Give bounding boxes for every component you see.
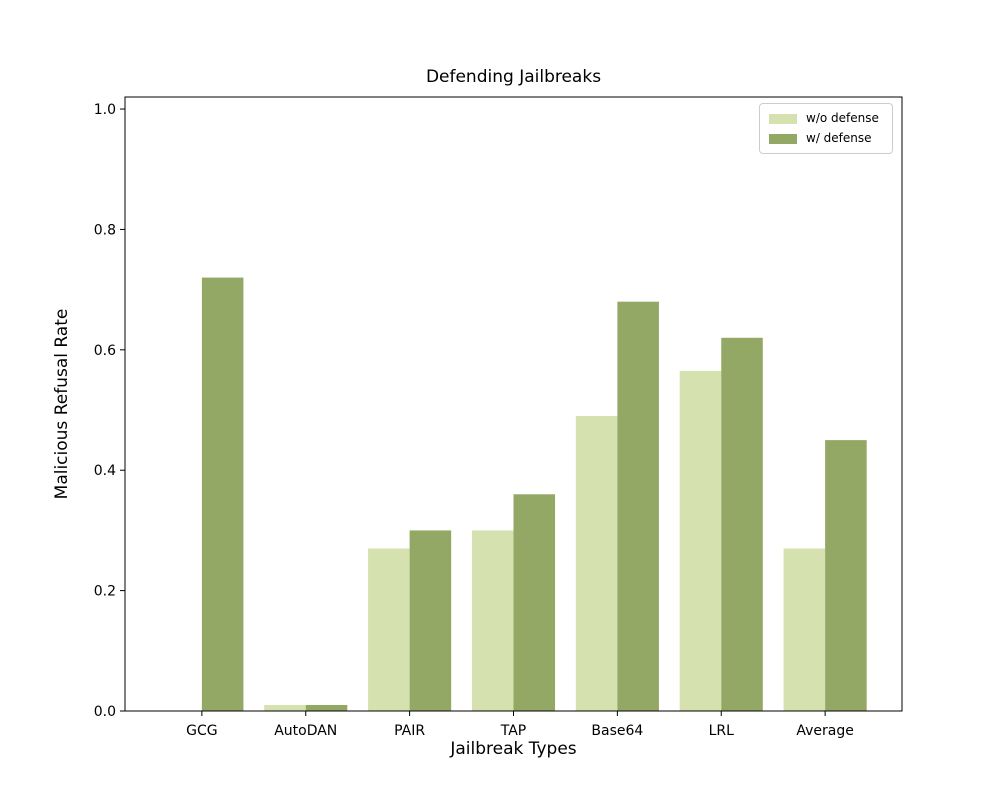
bar-pair-w-o-defense [368, 548, 410, 711]
bar-autodan-w-defense [305, 704, 348, 711]
y-axis-label: Malicious Refusal Rate [52, 308, 72, 500]
bar-autodan-w-o-defense [264, 704, 306, 711]
x-tick-label-lrl: LRL [709, 723, 735, 739]
y-tick-label: 0.8 [94, 222, 116, 238]
x-tick-label-average: Average [796, 723, 854, 739]
x-tick-label-gcg: GCG [186, 723, 217, 739]
y-tick-label: 0.4 [94, 463, 116, 479]
bar-lrl-w-defense [721, 337, 763, 711]
x-tick-label-autodan: AutoDAN [274, 723, 337, 739]
legend-label-w-defense: w/ defense [806, 131, 872, 145]
bar-tap-w-o-defense [471, 530, 514, 711]
bar-pair-w-defense [409, 530, 452, 711]
legend-item-w-defense: w/ defense [769, 131, 883, 146]
bar-average-w-o-defense [783, 548, 826, 711]
y-tick-label: 0.0 [94, 704, 116, 720]
chart-title: Defending Jailbreaks [425, 67, 602, 87]
legend-swatch-w-o-defense [769, 113, 797, 124]
y-tick-label: 0.2 [94, 584, 116, 600]
legend-label-w-o-defense: w/o defense [806, 111, 879, 125]
bar-base64-w-o-defense [575, 416, 618, 711]
bar-lrl-w-o-defense [679, 370, 722, 711]
legend-swatch-w-defense [769, 133, 797, 144]
y-tick-label: 1.0 [94, 102, 116, 118]
bar-tap-w-defense [513, 494, 556, 711]
x-tick-label-pair: PAIR [394, 723, 425, 739]
x-tick-label-base64: Base64 [591, 723, 643, 739]
x-tick-label-tap: TAP [500, 723, 526, 739]
bar-base64-w-defense [617, 301, 659, 711]
bar-gcg-w-defense [201, 277, 244, 711]
x-axis-label: Jailbreak Types [450, 739, 577, 759]
legend-item-w-o-defense: w/o defense [769, 111, 883, 126]
y-tick-label: 0.6 [94, 343, 116, 359]
legend: w/o defense w/ defense [759, 103, 893, 154]
bar-average-w-defense [825, 440, 867, 711]
